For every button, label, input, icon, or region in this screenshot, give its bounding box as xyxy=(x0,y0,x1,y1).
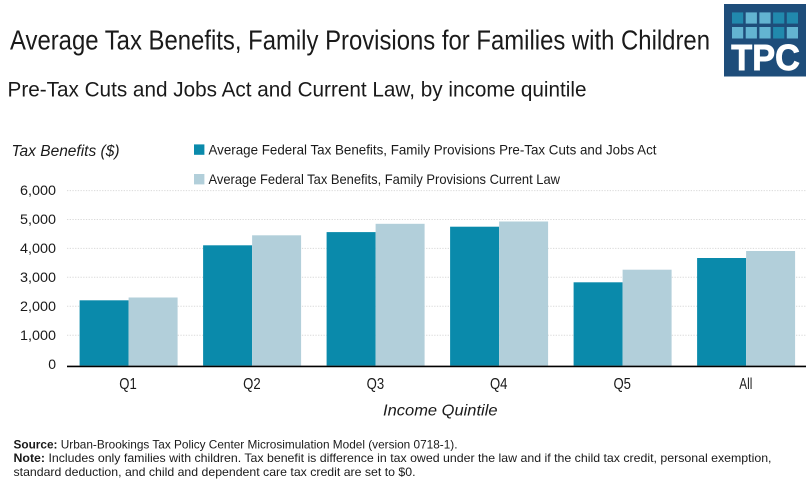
svg-text:Tax Benefits ($): Tax Benefits ($) xyxy=(12,143,120,160)
svg-text:Q3: Q3 xyxy=(367,376,385,393)
svg-text:Average Tax Benefits, Family P: Average Tax Benefits, Family Provisions … xyxy=(10,25,710,56)
svg-text:4,000: 4,000 xyxy=(20,240,56,256)
svg-text:Q4: Q4 xyxy=(490,376,508,393)
svg-text:2,000: 2,000 xyxy=(20,298,56,314)
svg-text:0: 0 xyxy=(48,356,56,372)
svg-text:standard deduction, and child: standard deduction, and child and depend… xyxy=(14,465,416,479)
svg-text:3,000: 3,000 xyxy=(20,269,56,285)
svg-text:TPC: TPC xyxy=(731,37,800,78)
svg-text:5,000: 5,000 xyxy=(20,211,56,227)
svg-text:Pre-Tax Cuts and Jobs Act and: Pre-Tax Cuts and Jobs Act and Current La… xyxy=(8,78,587,101)
svg-text:Income Quintile: Income Quintile xyxy=(383,402,498,419)
svg-text:All: All xyxy=(739,376,752,393)
svg-text:6,000: 6,000 xyxy=(20,182,56,198)
svg-text:Q2: Q2 xyxy=(243,376,261,393)
svg-text:Average Federal Tax Benefits,: Average Federal Tax Benefits, Family Pro… xyxy=(209,142,657,158)
svg-text:1,000: 1,000 xyxy=(20,327,56,343)
svg-text:Source: Urban-Brookings Tax Po: Source: Urban-Brookings Tax Policy Cente… xyxy=(14,438,458,452)
svg-text:Note: Includes only families w: Note: Includes only families with childr… xyxy=(14,451,772,465)
svg-text:Average Federal Tax Benefits,: Average Federal Tax Benefits, Family Pro… xyxy=(209,171,561,187)
svg-text:Q1: Q1 xyxy=(119,376,137,393)
svg-text:Q5: Q5 xyxy=(613,376,631,393)
